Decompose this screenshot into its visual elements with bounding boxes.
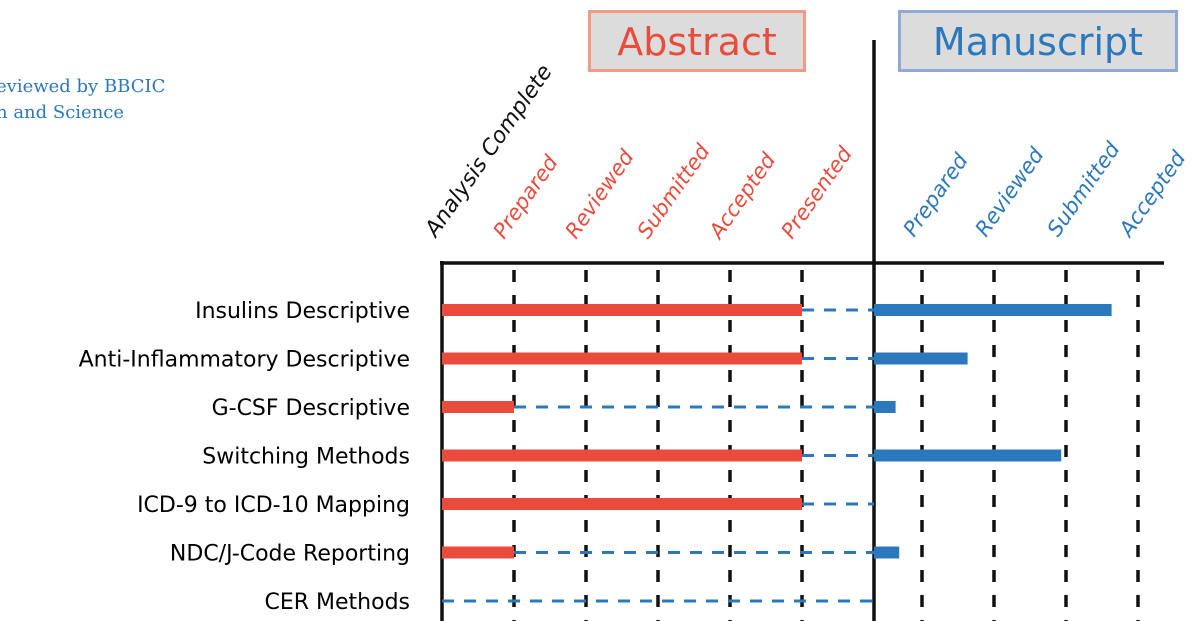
column-label-abstract-reviewed: Reviewed — [560, 145, 639, 243]
manuscript-bar-6 — [874, 546, 900, 559]
column-label-abstract-presented: Presented — [776, 142, 857, 243]
abstract-phase-label: Abstract — [588, 10, 806, 72]
abstract-bar-5 — [442, 498, 802, 510]
column-label-manuscript-submitted: Submitted — [1042, 137, 1125, 241]
manuscript-bar-4 — [874, 449, 1062, 462]
manuscript-phase-label: Manuscript — [898, 10, 1178, 72]
row-label-1: Insulins Descriptive — [195, 299, 410, 324]
header-note-line-1: eviewed by BBCIC — [0, 76, 166, 97]
row-label-7: CER Methods — [264, 590, 410, 615]
column-label-abstract-accepted: Accepted — [703, 148, 781, 244]
abstract-bar-3 — [442, 401, 514, 413]
manuscript-bar-1 — [874, 304, 1112, 316]
row-label-6: NDC/J-Code Reporting — [170, 542, 410, 567]
manuscript-bar-2 — [874, 352, 968, 365]
header-note: eviewed by BBCIC n and Science — [0, 74, 165, 126]
abstract-bar-6 — [442, 546, 514, 559]
column-label-analysis-complete: Analysis Complete — [419, 60, 557, 243]
row-label-2: Anti-Inflammatory Descriptive — [79, 348, 410, 373]
row-label-3: G-CSF Descriptive — [212, 396, 410, 421]
row-label-5: ICD-9 to ICD-10 Mapping — [137, 493, 410, 518]
row-label-4: Switching Methods — [202, 445, 410, 470]
column-label-manuscript-accepted: Accepted — [1113, 146, 1191, 242]
abstract-bar-1 — [442, 304, 802, 316]
header-note-line-2: n and Science — [0, 102, 125, 123]
column-label-manuscript-reviewed: Reviewed — [970, 143, 1049, 241]
column-label-abstract-submitted: Submitted — [632, 139, 715, 243]
manuscript-bar-3 — [874, 401, 896, 413]
column-label-abstract-prepared: Prepared — [488, 150, 563, 242]
column-label-manuscript-prepared: Prepared — [898, 148, 973, 240]
abstract-bar-2 — [442, 352, 802, 365]
abstract-bar-4 — [442, 449, 802, 462]
